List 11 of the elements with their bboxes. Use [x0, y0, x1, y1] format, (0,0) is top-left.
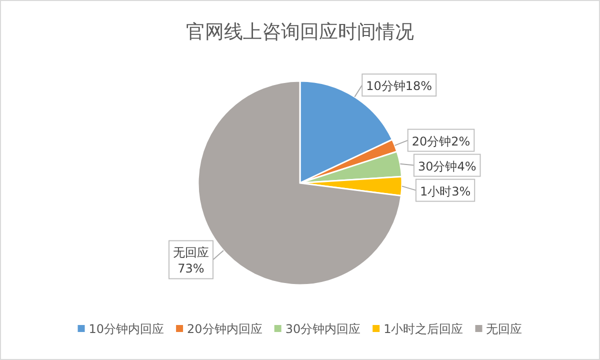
- data-label: 无回应 73%: [172, 246, 209, 276]
- data-label: 20分钟2%: [412, 134, 470, 148]
- chart-title: 官网线上咨询回应时间情况: [186, 21, 414, 43]
- data-label: 10分钟18%: [366, 79, 432, 94]
- data-label: 30分钟4%: [418, 159, 476, 174]
- legend-label: 20分钟内回应: [187, 322, 262, 336]
- legend-label: 10分钟内回应: [88, 322, 164, 336]
- legend-label: 1小时之后回应: [384, 322, 464, 336]
- legend-label: 无回应: [486, 322, 522, 336]
- data-label: 1小时3%: [420, 184, 471, 198]
- legend-label: 30分钟内回应: [285, 322, 361, 336]
